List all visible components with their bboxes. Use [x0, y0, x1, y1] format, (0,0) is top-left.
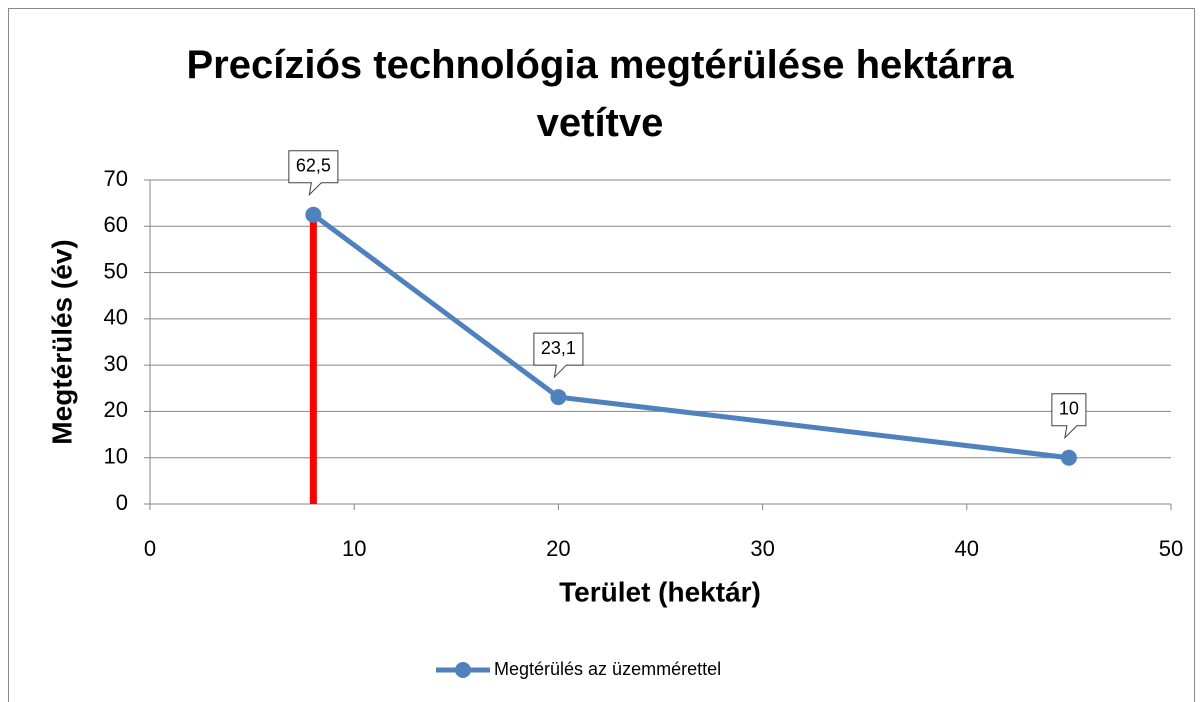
legend-marker [455, 662, 471, 678]
chart-border [8, 8, 1195, 702]
legend-label: Megtérülés az üzemmérettel [494, 659, 721, 679]
x-tick-label: 20 [546, 536, 570, 561]
y-tick-label: 50 [104, 258, 128, 283]
x-tick-label: 0 [144, 536, 156, 561]
x-tick-label: 40 [955, 536, 979, 561]
y-tick-label: 0 [116, 490, 128, 515]
y-tick-label: 30 [104, 351, 128, 376]
x-axis-label: Terület (hektár) [559, 576, 761, 607]
x-tick-label: 30 [750, 536, 774, 561]
data-label: 62,5 [296, 155, 331, 175]
x-tick-label: 10 [342, 536, 366, 561]
marker [1060, 449, 1077, 466]
marker [550, 389, 567, 406]
data-label: 10 [1059, 398, 1079, 418]
y-tick-label: 20 [104, 397, 128, 422]
data-label: 23,1 [541, 338, 576, 358]
y-tick-label: 10 [104, 444, 128, 469]
y-tick-label: 40 [104, 305, 128, 330]
marker [305, 206, 322, 223]
data-label-box [288, 150, 339, 197]
data-label-box [1051, 393, 1087, 440]
y-tick-label: 70 [104, 166, 128, 191]
data-label-box [533, 332, 584, 379]
y-tick-label: 60 [104, 212, 128, 237]
series-line [311, 212, 1070, 461]
x-tick-label: 50 [1159, 536, 1183, 561]
chart-title: Precíziós technológia megtérülése hektár… [186, 43, 1014, 145]
y-axis-label: Megtérülés (év) [46, 239, 77, 444]
